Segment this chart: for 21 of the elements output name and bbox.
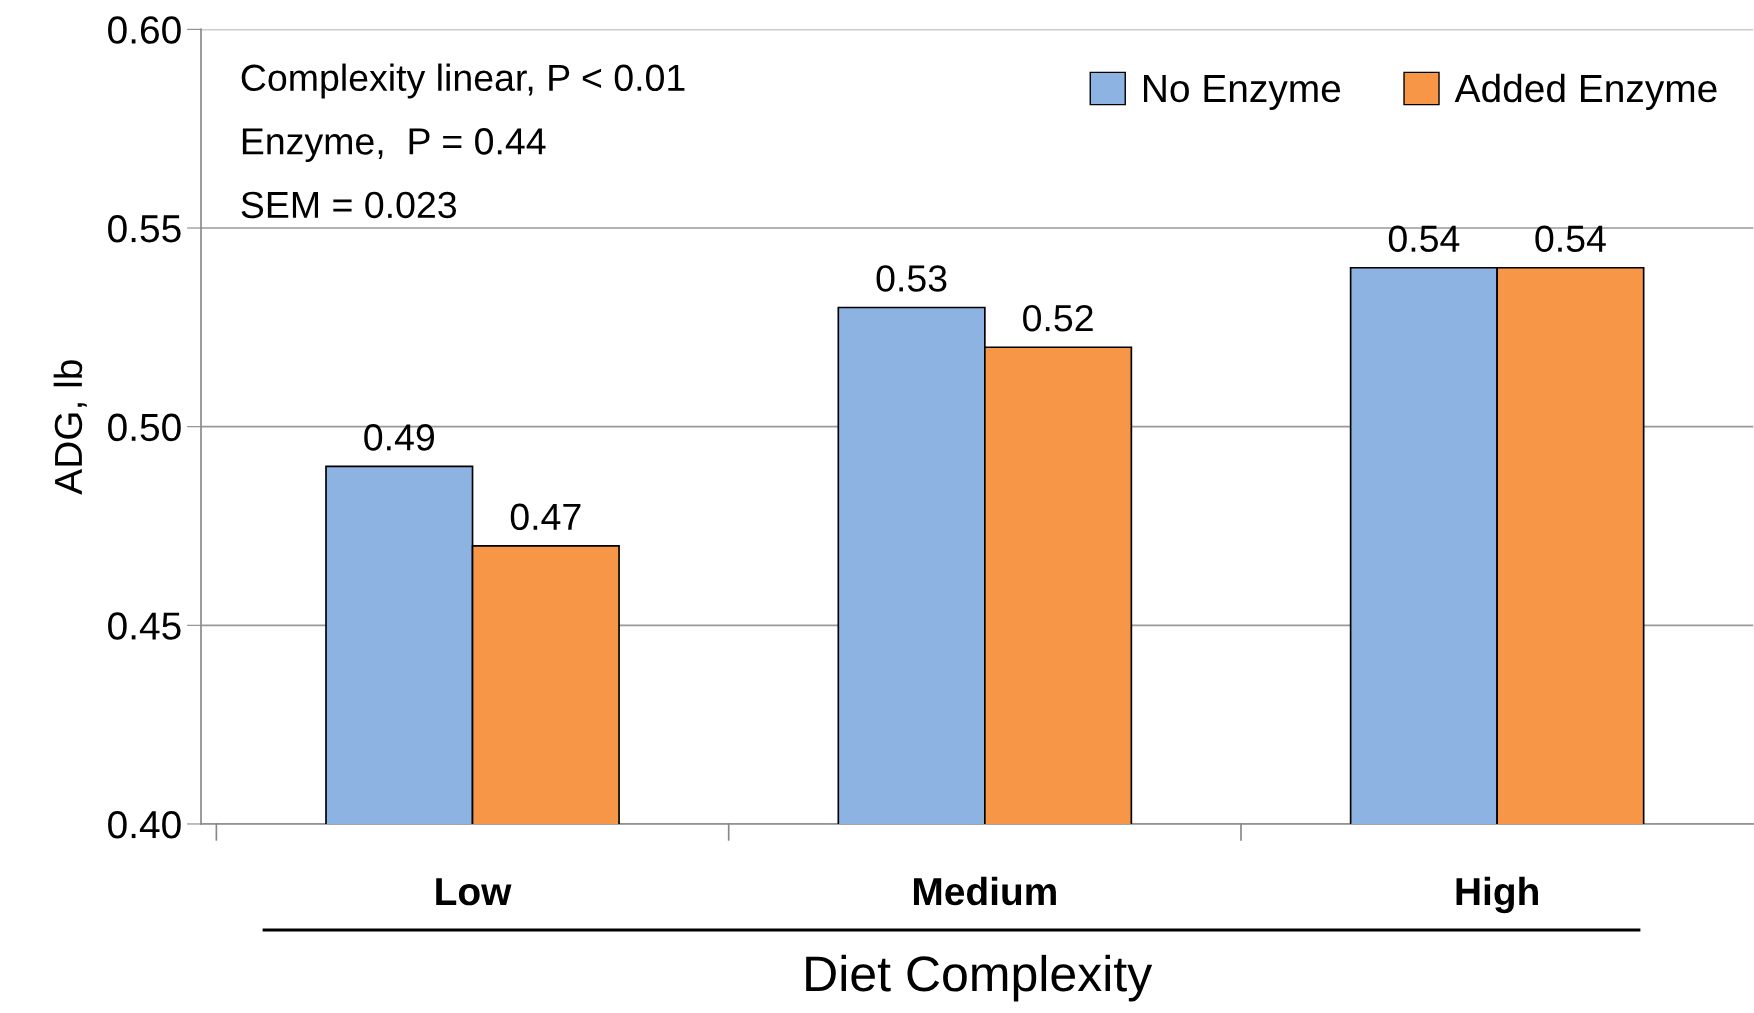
x-axis-title: Diet Complexity — [806, 954, 1153, 1002]
legend-label: No Enzyme — [1144, 75, 1341, 110]
y-tick-label: 0.45 — [108, 612, 181, 640]
annotation: SEM = 0.023 — [241, 191, 457, 219]
x-tick-label: Low — [436, 878, 512, 906]
y-tick-label: 0.60 — [108, 16, 181, 44]
data-label: 0.54 — [1388, 225, 1460, 253]
data-label: 0.53 — [876, 265, 947, 292]
data-label: 0.49 — [364, 424, 434, 451]
x-tick-label: Medium — [913, 876, 1056, 906]
y-tick-label: 0.50 — [108, 413, 181, 442]
data-label: 0.47 — [510, 503, 581, 531]
legend-label: Added Enzyme — [1454, 73, 1717, 110]
annotation: Enzyme, P = 0.44 — [242, 128, 546, 163]
y-tick-label: 0.40 — [108, 810, 181, 839]
y-axis-title: ADG, lb — [53, 360, 87, 495]
data-label: 0.54 — [1535, 225, 1606, 253]
data-label: 0.52 — [1023, 304, 1093, 332]
x-tick-label: High — [1456, 876, 1538, 914]
y-tick-label: 0.55 — [108, 214, 181, 243]
annotation: Complexity linear, P < 0.01 — [241, 63, 685, 99]
